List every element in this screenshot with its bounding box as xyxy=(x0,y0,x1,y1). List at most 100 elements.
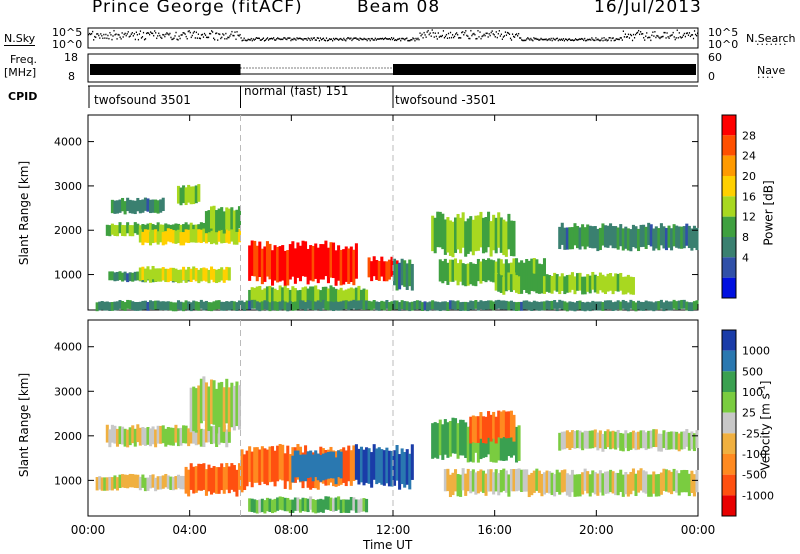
noise-sample xyxy=(91,33,92,35)
noise-sample xyxy=(289,37,290,39)
colorbar-tick-label: -500 xyxy=(742,469,767,482)
noise-sample xyxy=(488,36,489,38)
noise-sample xyxy=(168,34,169,36)
echo-cell xyxy=(355,243,358,278)
noise-sample xyxy=(633,34,634,36)
noise-sample xyxy=(504,35,505,37)
noise-sample xyxy=(434,36,435,38)
noise-sample xyxy=(457,34,458,36)
noise-sample xyxy=(123,36,124,38)
noise-sample xyxy=(673,32,674,34)
colorbar-swatch xyxy=(722,237,736,257)
noise-sample xyxy=(312,39,313,41)
noise-sample xyxy=(233,35,234,37)
noise-sample xyxy=(603,37,604,39)
noise-sample xyxy=(414,40,415,42)
noise-sample xyxy=(444,37,445,39)
noise-sample xyxy=(133,35,134,37)
noise-sample xyxy=(358,39,359,41)
noise-sample xyxy=(637,32,638,34)
noise-sample xyxy=(106,38,107,40)
colorbar-tick-label: 8 xyxy=(742,231,749,244)
noise-sample xyxy=(460,37,461,39)
noise-sample xyxy=(104,37,105,39)
noise-sample xyxy=(677,29,678,31)
noise-sample xyxy=(156,38,157,40)
echo-cell xyxy=(228,267,231,280)
noise-sample xyxy=(452,34,453,36)
noise-sample xyxy=(221,37,222,39)
noise-sample xyxy=(662,36,663,38)
noise-sample xyxy=(239,34,240,36)
noise-sample xyxy=(514,36,515,38)
colorbar-swatch xyxy=(722,330,736,351)
noise-sample xyxy=(113,30,114,32)
noise-sample xyxy=(178,35,179,37)
noise-sample xyxy=(111,39,112,41)
colorbar-swatch xyxy=(722,156,736,176)
noise-sample xyxy=(191,37,192,39)
noise-sample xyxy=(512,33,513,35)
noise-sample xyxy=(255,38,256,40)
noise-sample xyxy=(550,39,551,41)
noise-sample xyxy=(316,39,317,41)
noise-sample xyxy=(225,33,226,35)
x-tick-label: 00:00 xyxy=(681,523,716,537)
noise-sample xyxy=(204,33,205,35)
noise-sample xyxy=(499,30,500,32)
colorbar-tick-label: 500 xyxy=(742,365,763,378)
noise-sample xyxy=(462,31,463,33)
noise-sample xyxy=(194,31,195,32)
noise-sample xyxy=(205,34,206,36)
colorbar-tick-label: 1000 xyxy=(742,345,770,358)
noise-sample xyxy=(413,38,414,40)
noise-sample xyxy=(494,34,495,36)
noise-sample xyxy=(600,39,601,41)
noise-sample xyxy=(197,37,198,39)
noise-sample xyxy=(126,35,127,37)
noise-sample xyxy=(476,38,477,40)
colorbar-tick-label: 24 xyxy=(742,150,756,163)
noise-sample xyxy=(192,35,193,37)
noise-sample xyxy=(400,40,401,42)
noise-sample xyxy=(145,38,146,40)
noise-sample xyxy=(552,40,553,42)
y-tick-label: 3000 xyxy=(54,385,82,398)
colorbar-swatch xyxy=(722,176,736,196)
noise-sample xyxy=(196,32,197,34)
noise-sample xyxy=(213,38,214,40)
noise-sample xyxy=(174,35,175,37)
noise-sample xyxy=(638,30,639,32)
colorbar-swatch xyxy=(722,257,736,277)
noise-sample xyxy=(182,34,183,36)
noise-sample xyxy=(584,38,585,40)
noise-sample xyxy=(490,35,491,37)
noise-sample xyxy=(674,36,675,38)
colorbar-tick-label: 25 xyxy=(742,407,756,420)
noise-sample xyxy=(426,36,427,38)
noise-sample xyxy=(343,38,344,40)
noise-sample xyxy=(116,38,117,40)
noise-sample xyxy=(105,34,106,36)
noise-sample xyxy=(430,32,431,34)
noise-sample xyxy=(155,32,156,34)
noise-sample xyxy=(212,31,213,33)
colorbar-tick-label: -25 xyxy=(742,427,760,440)
noise-sample xyxy=(259,38,260,40)
noise-sample xyxy=(332,40,333,42)
colorbar-swatch xyxy=(722,433,736,454)
noise-sample xyxy=(625,33,626,35)
echo-cell xyxy=(512,221,515,256)
noise-sample xyxy=(326,37,327,39)
noise-sample xyxy=(489,33,490,35)
noise-sample xyxy=(496,31,497,33)
noise-sample xyxy=(418,39,419,41)
noise-sample xyxy=(619,39,620,41)
noise-sample xyxy=(664,32,665,33)
colorbar-tick-label: 100 xyxy=(742,386,763,399)
noise-sample xyxy=(419,32,420,34)
noise-sample xyxy=(140,30,141,32)
noise-sample xyxy=(219,34,220,36)
y-tick-label: 3000 xyxy=(54,180,82,193)
x-tick-label: 00:00 xyxy=(71,523,106,537)
